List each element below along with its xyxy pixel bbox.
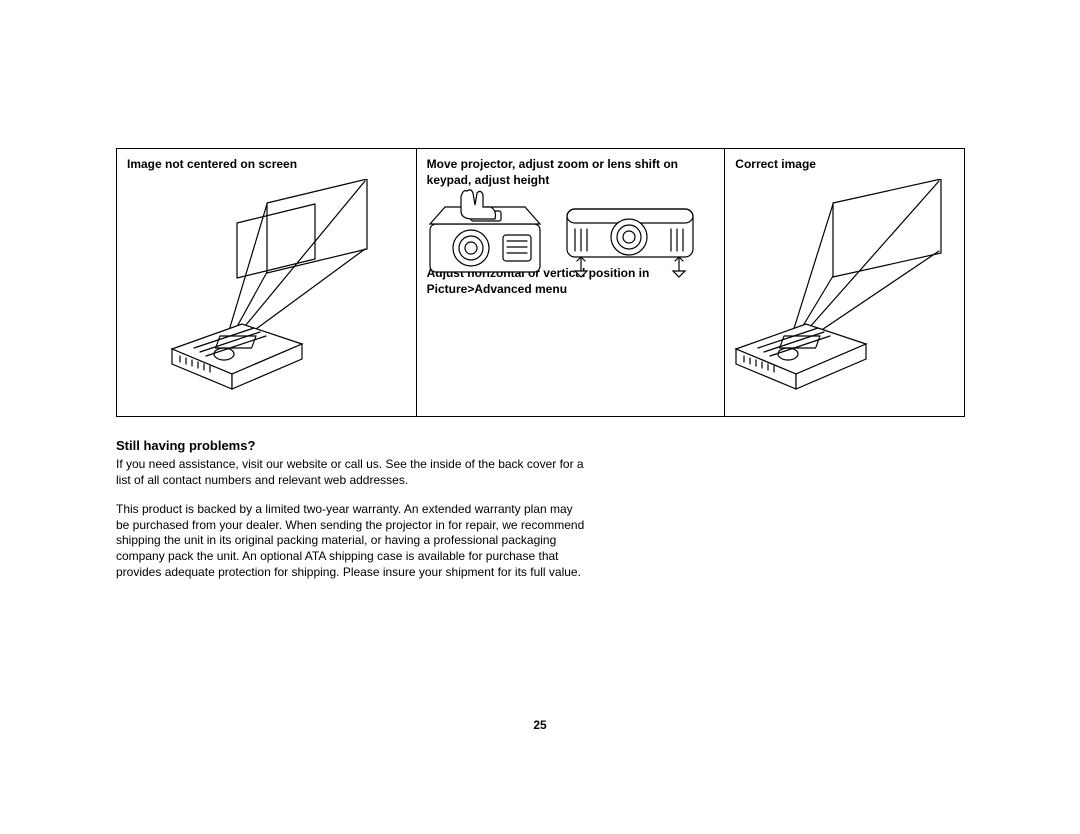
warranty-paragraph: This product is backed by a limited two-… <box>116 502 586 580</box>
correct-image-illustration <box>731 179 961 399</box>
problem-title: Image not centered on screen <box>127 157 406 173</box>
manual-page: Image not centered on screen <box>0 0 1080 834</box>
solution-column: Move projector, adjust zoom or lens shif… <box>417 149 726 416</box>
result-column: Correct image <box>725 149 964 416</box>
problem-illustration <box>167 179 397 399</box>
solution-title-1: Move projector, adjust zoom or lens shif… <box>427 157 715 188</box>
problem-column: Image not centered on screen <box>117 149 417 416</box>
result-title: Correct image <box>735 157 954 173</box>
assistance-paragraph: If you need assistance, visit our websit… <box>116 457 586 488</box>
subheading-problems: Still having problems? <box>116 438 586 453</box>
height-adjust-illustration <box>557 189 707 279</box>
page-number: 25 <box>0 718 1080 732</box>
keypad-adjust-illustration <box>425 189 545 279</box>
body-text-block: Still having problems? If you need assis… <box>116 438 586 594</box>
troubleshooting-table: Image not centered on screen <box>116 148 965 417</box>
